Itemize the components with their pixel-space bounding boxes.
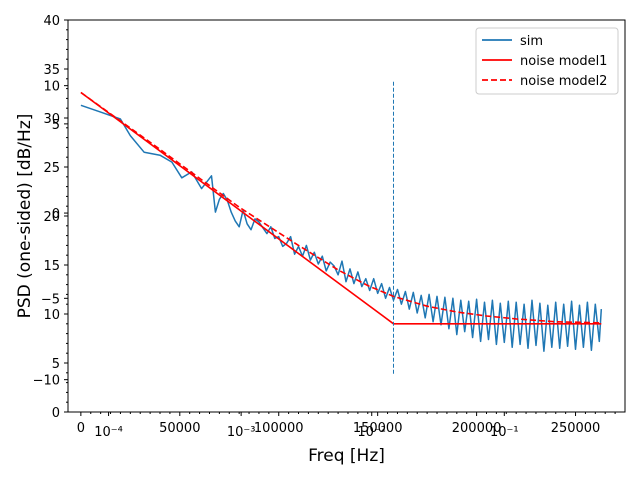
legend-label: noise model2 bbox=[520, 74, 607, 89]
y-tick-label: 15 bbox=[43, 259, 60, 274]
y-tick-label: 10 bbox=[43, 308, 60, 323]
x-axis-ticks: 0 50000 100000 150000 200000 250000 bbox=[77, 412, 616, 436]
x-overlay-tick-label: 10⁻⁴ bbox=[94, 425, 123, 440]
legend-box bbox=[475, 27, 619, 95]
y-overlay-tick-label: 5 bbox=[52, 118, 60, 133]
x-tick-label: 200000 bbox=[452, 421, 502, 436]
y-axis-ticks: 0 5 10 15 20 25 30 35 40 bbox=[43, 14, 68, 421]
x-overlay-tick-label: 10⁻³ bbox=[227, 425, 256, 440]
x-tick-label: 50000 bbox=[159, 421, 200, 436]
y-overlay-tick-label: 10 bbox=[43, 80, 60, 95]
y-tick-label: 5 bbox=[52, 357, 60, 372]
x-overlay-tick-label: 10⁻² bbox=[357, 425, 386, 440]
x-tick-label: 100000 bbox=[254, 421, 304, 436]
legend: sim noise model1 noise model2 bbox=[475, 27, 619, 95]
y-tick-label: 35 bbox=[43, 63, 60, 78]
y-axis-label: PSD (one-sided) [dB/Hz] bbox=[15, 114, 35, 319]
series-line-3 bbox=[80, 91, 602, 324]
y-tick-label: 20 bbox=[43, 210, 60, 225]
series-layer bbox=[80, 80, 603, 374]
y-overlay-tick-label: 0 bbox=[52, 207, 60, 222]
x-tick-label: 250000 bbox=[551, 421, 601, 436]
y-overlay-tick-label: −10 bbox=[33, 374, 60, 389]
y-tick-label: 0 bbox=[52, 406, 60, 421]
y-overlay-tick-label: −5 bbox=[41, 292, 60, 307]
y-tick-label: 30 bbox=[43, 112, 60, 127]
y-tick-label: 40 bbox=[43, 14, 60, 29]
x-tick-label: 0 bbox=[77, 421, 85, 436]
legend-label: noise model1 bbox=[520, 54, 607, 69]
overlay-axis-ticks: 10⁻⁴ 10⁻³ 10⁻² 10⁻¹ 10 5 0 −5 −10 bbox=[33, 80, 519, 440]
y-tick-label: 25 bbox=[43, 161, 60, 176]
x-tick-label: 150000 bbox=[353, 421, 403, 436]
x-overlay-tick-label: 10⁻¹ bbox=[490, 425, 519, 440]
legend-label: sim bbox=[520, 34, 543, 49]
x-axis-label: Freq [Hz] bbox=[308, 446, 385, 466]
